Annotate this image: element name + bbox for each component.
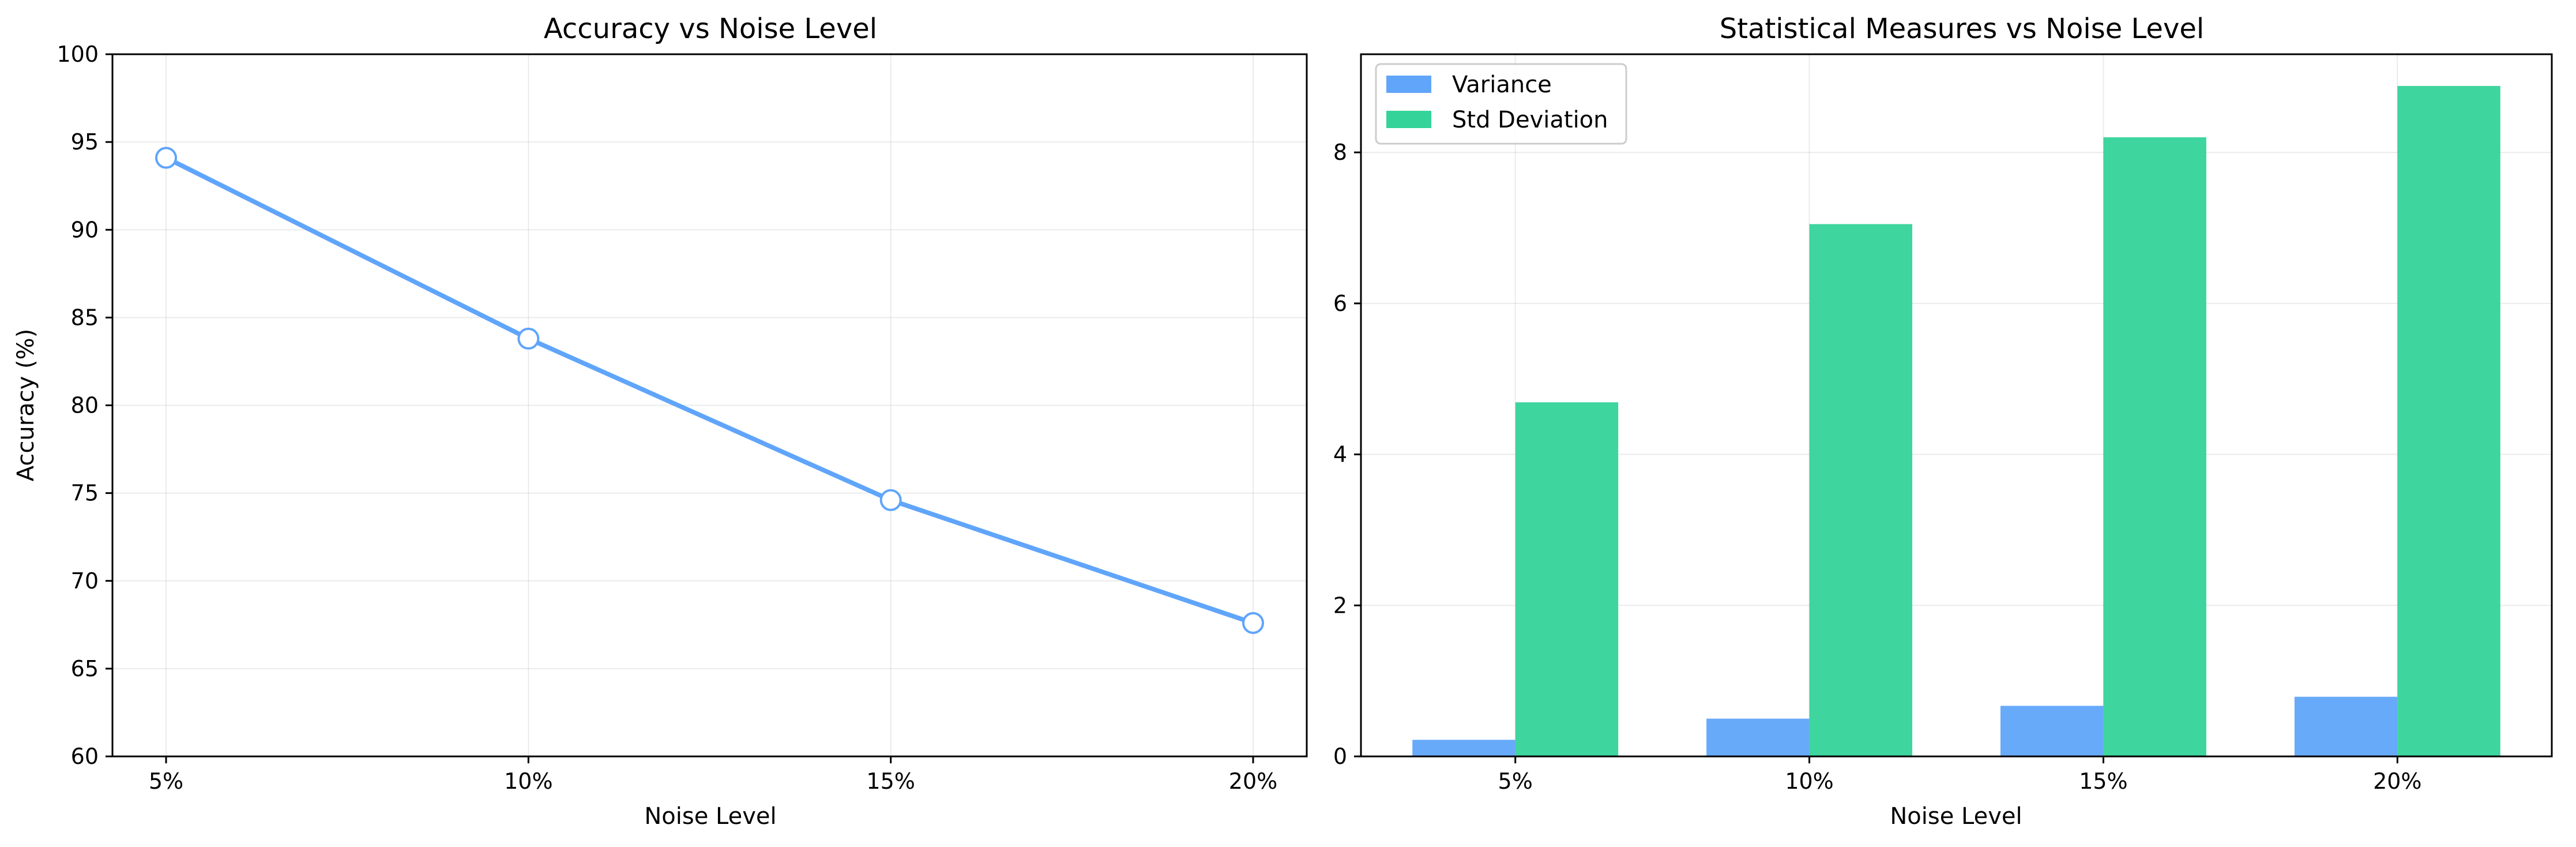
- bar-variance: [2294, 696, 2398, 756]
- legend-box: [1375, 63, 1627, 145]
- statistics-chart: Statistical Measures vs Noise Level 0 2 4 6…: [1333, 13, 2553, 830]
- statistics-chart-marks: [1412, 85, 2500, 756]
- y-tick-label: 90: [71, 217, 99, 242]
- legend-swatch-std-deviation: [1386, 111, 1431, 128]
- bar-std-deviation: [1515, 402, 1619, 756]
- x-tick-label: 20%: [1229, 769, 1277, 794]
- x-tick-label: 15%: [2079, 769, 2127, 794]
- accuracy-chart-x-ticks: 5% 10% 15% 20%: [149, 756, 1277, 794]
- y-tick-label: 70: [71, 568, 99, 594]
- bar-variance: [2000, 706, 2104, 756]
- y-tick-label: 6: [1333, 291, 1347, 316]
- accuracy-chart-marks: [155, 147, 1264, 634]
- y-tick-label: 95: [71, 129, 99, 155]
- x-tick-label: 10%: [1785, 769, 1833, 794]
- y-tick-label: 0: [1333, 744, 1347, 769]
- statistics-chart-x-axis-label: Noise Level: [1890, 803, 2022, 830]
- accuracy-data-point: [879, 489, 902, 511]
- legend-label-variance: Variance: [1452, 72, 1552, 98]
- x-tick-label: 5%: [149, 769, 183, 794]
- x-tick-label: 10%: [504, 769, 552, 794]
- legend-label-std-deviation: Std Deviation: [1452, 107, 1608, 133]
- bar-variance: [1412, 740, 1515, 756]
- accuracy-chart-title: Accuracy vs Noise Level: [544, 13, 877, 45]
- accuracy-chart-y-axis-label: Accuracy (%): [13, 329, 39, 482]
- y-tick-label: 2: [1333, 593, 1347, 618]
- accuracy-data-point: [155, 147, 177, 169]
- y-tick-label: 60: [71, 744, 99, 769]
- accuracy-data-point: [517, 327, 540, 350]
- accuracy-series-line: [164, 155, 1255, 625]
- statistics-chart-title: Statistical Measures vs Noise Level: [1720, 13, 2204, 45]
- y-tick-label: 4: [1333, 442, 1347, 467]
- accuracy-chart-x-axis-label: Noise Level: [644, 803, 776, 830]
- accuracy-data-point: [1242, 612, 1264, 634]
- x-tick-label: 15%: [866, 769, 915, 794]
- x-tick-label: 5%: [1498, 769, 1533, 794]
- y-tick-label: 8: [1333, 140, 1347, 165]
- y-tick-label: 100: [57, 42, 99, 67]
- y-tick-label: 65: [71, 656, 99, 681]
- accuracy-chart-y-ticks: 60 65 70 75 80 85 90 95 100: [57, 42, 112, 769]
- statistics-chart-y-ticks: 0 2 4 6 8: [1333, 140, 1361, 769]
- bar-variance: [1706, 718, 1810, 756]
- y-tick-label: 80: [71, 393, 99, 418]
- accuracy-chart-frame: [111, 53, 1308, 758]
- statistics-chart-x-ticks: 5% 10% 15% 20%: [1498, 756, 2422, 794]
- accuracy-chart-grid: [112, 54, 1307, 757]
- statistics-chart-frame: [1360, 53, 2553, 758]
- statistics-chart-legend: Variance Std Deviation: [1375, 63, 1627, 145]
- y-tick-label: 75: [71, 481, 99, 506]
- bar-std-deviation: [2397, 85, 2500, 756]
- bar-std-deviation: [2103, 137, 2206, 756]
- legend-swatch-variance: [1386, 76, 1431, 93]
- y-tick-label: 85: [71, 305, 99, 330]
- accuracy-chart: Accuracy vs Noise Level 60 65 70 75 80 85 90 95…: [13, 13, 1308, 830]
- bar-std-deviation: [1809, 224, 1913, 756]
- x-tick-label: 20%: [2373, 769, 2421, 794]
